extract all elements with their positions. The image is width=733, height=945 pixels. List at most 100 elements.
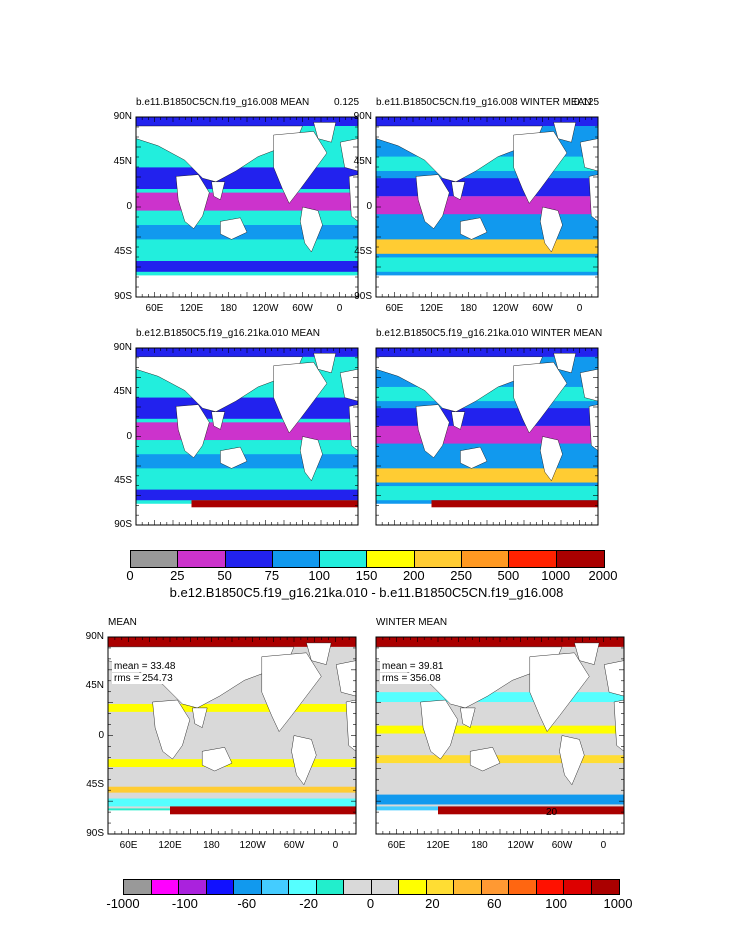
longitude-label: 60W xyxy=(283,840,305,851)
latitude-label: 0 xyxy=(98,729,104,741)
antarctica-land xyxy=(136,275,358,297)
panel-scale-label: 0.125 xyxy=(334,97,360,108)
colorbar-tick-label: -20 xyxy=(299,896,319,911)
antarctic-shelf-band xyxy=(170,806,356,815)
ocean-band xyxy=(376,239,598,254)
continent xyxy=(559,735,585,786)
ocean-band xyxy=(136,397,358,419)
continent xyxy=(460,446,488,469)
colorbar-tick-label: 250 xyxy=(450,568,472,583)
antarctic-shelf-band xyxy=(438,806,624,815)
latitude-label: 45N xyxy=(113,386,132,398)
colorbar-swatch xyxy=(225,551,273,567)
colorbar-tick-label: 1000 xyxy=(541,568,571,583)
colorbar-swatch xyxy=(344,880,372,894)
ocean-band xyxy=(136,243,358,258)
colorbar-tick-label: 75 xyxy=(264,568,280,583)
colorbar-swatch xyxy=(536,880,564,894)
latitude-label: 90S xyxy=(114,519,132,530)
latitude-label: 90S xyxy=(114,291,132,302)
mean-stat: mean = 33.48 xyxy=(112,661,178,672)
ocean-band xyxy=(136,192,358,211)
latitude-label: 0 xyxy=(126,201,132,212)
longitude-label: 60W xyxy=(292,303,313,314)
contour-label: 20 xyxy=(546,807,558,818)
colorbar-tick-label: 0 xyxy=(366,896,375,911)
ocean-band xyxy=(376,725,624,734)
colorbar-swatch xyxy=(481,880,509,894)
colorbar-swatch xyxy=(462,551,510,567)
mean-stat: mean = 39.81 xyxy=(380,661,446,672)
continent xyxy=(460,707,476,728)
colorbar-swatch xyxy=(131,551,179,567)
colorbar-swatch xyxy=(454,880,482,894)
panel-scale-label: 0.125 xyxy=(574,97,600,108)
longitude-label: 0 xyxy=(600,840,607,851)
colorbar-difference xyxy=(123,879,620,895)
latitude-label: 45S xyxy=(114,474,132,486)
continent xyxy=(540,206,563,253)
continent xyxy=(291,735,317,786)
colorbar-tick-label: 20 xyxy=(425,896,440,911)
longitude-label: 60W xyxy=(532,303,553,314)
colorbar-tick-label: 100 xyxy=(545,896,567,911)
latitude-label: 90S xyxy=(86,828,104,839)
ocean-band xyxy=(376,257,598,272)
continent xyxy=(451,181,466,201)
colorbar-swatch xyxy=(179,880,207,894)
ocean-band xyxy=(376,468,598,483)
colorbar-swatch xyxy=(151,880,179,894)
continent xyxy=(460,217,488,240)
colorbar-swatch xyxy=(320,551,368,567)
longitude-label: 120W xyxy=(252,303,279,314)
antarctica-land xyxy=(108,810,356,834)
colorbar-swatch xyxy=(509,880,537,894)
continent xyxy=(313,122,337,143)
continent xyxy=(306,642,332,665)
ocean-band xyxy=(108,703,356,712)
longitude-label: 0 xyxy=(332,840,339,851)
antarctica-land xyxy=(136,503,358,525)
panel-title: b.e12.B1850C5.f19_g16.21ka.010 MEAN xyxy=(136,328,321,339)
longitude-label: 180 xyxy=(460,303,477,314)
colorbar-tick-label: -60 xyxy=(237,896,257,911)
longitude-label: 60E xyxy=(119,840,138,851)
latitude-label: 90N xyxy=(85,631,104,642)
map-abs xyxy=(135,116,359,298)
longitude-label: 120W xyxy=(492,303,519,314)
ocean-band xyxy=(376,486,598,501)
continent xyxy=(540,436,563,482)
continent xyxy=(553,353,577,374)
colorbar-swatch xyxy=(234,880,262,894)
latitude-label: 90N xyxy=(113,111,132,122)
ocean-band xyxy=(136,471,358,487)
longitude-label: 120W xyxy=(239,840,266,851)
map-abs xyxy=(135,347,359,526)
longitude-label: 120W xyxy=(507,840,534,851)
colorbar-swatch xyxy=(591,880,619,894)
colorbar-swatch xyxy=(399,880,427,894)
panel-title: b.e11.B1850C5CN.f19_g16.008 WINTER MEAN xyxy=(376,97,592,108)
continent xyxy=(211,181,226,201)
colorbar-absolute xyxy=(130,550,605,568)
continent xyxy=(420,699,459,760)
colorbar-swatch xyxy=(556,551,604,567)
longitude-label: 120E xyxy=(158,840,182,851)
continent xyxy=(201,747,233,772)
panel-title: WINTER MEAN xyxy=(376,617,448,628)
colorbar-swatch xyxy=(272,551,321,567)
continent xyxy=(415,404,450,458)
rms-stat: rms = 254.73 xyxy=(112,673,175,684)
colorbar-swatch xyxy=(178,551,226,567)
continent xyxy=(553,122,577,143)
continent xyxy=(313,353,337,374)
ocean-band xyxy=(136,489,358,501)
longitude-label: 60E xyxy=(387,840,406,851)
continent xyxy=(451,411,466,430)
ocean-band xyxy=(376,425,598,444)
longitude-label: 120E xyxy=(179,303,204,314)
colorbar-tick-label: 50 xyxy=(217,568,232,583)
latitude-label: 90N xyxy=(353,111,372,122)
colorbar-swatch xyxy=(367,551,415,567)
longitude-label: 0 xyxy=(576,303,583,314)
